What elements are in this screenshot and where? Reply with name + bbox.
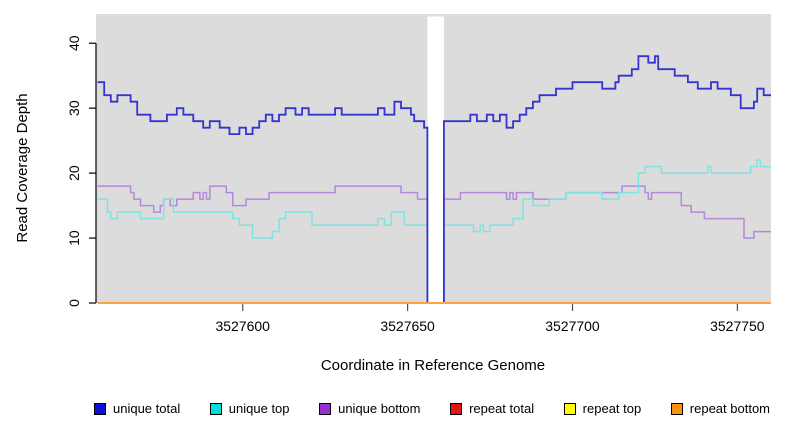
x-axis: 3527600 3527650 3527700 3527750: [215, 304, 765, 334]
series-line-unique-top: [97, 159, 771, 304]
legend-item-repeat-top: repeat top: [563, 401, 642, 416]
y-axis-title: Read Coverage Depth: [14, 93, 31, 242]
legend-item-repeat-bottom: repeat bottom: [670, 401, 770, 416]
legend-label-repeat-top: repeat top: [582, 401, 642, 416]
legend-label-repeat-bottom: repeat bottom: [689, 401, 770, 416]
legend-label-unique-top: unique top: [228, 401, 290, 416]
svg-text:10: 10: [66, 230, 82, 246]
legend-swatch-icon: [670, 403, 683, 415]
legend-swatch-icon: [563, 403, 576, 415]
legend-swatch-icon: [450, 403, 463, 415]
svg-text:3527650: 3527650: [380, 318, 435, 334]
chart-legend: unique total unique top unique bottom re…: [94, 398, 770, 420]
legend-item-unique-top: unique top: [209, 401, 290, 416]
svg-text:3527600: 3527600: [215, 318, 270, 334]
legend-label-unique-total: unique total: [113, 401, 181, 416]
svg-text:3527750: 3527750: [710, 318, 765, 334]
svg-text:30: 30: [66, 100, 82, 116]
legend-swatch-icon: [319, 403, 332, 415]
series-line-unique-total: [97, 55, 771, 304]
svg-text:0: 0: [66, 299, 82, 307]
svg-text:40: 40: [66, 35, 82, 51]
legend-item-unique-total: unique total: [94, 402, 180, 416]
legend-label-unique-bottom: unique bottom: [338, 401, 421, 416]
legend-swatch-icon: [209, 403, 222, 415]
legend-item-unique-bottom: unique bottom: [319, 401, 421, 416]
series-lines: [97, 55, 771, 304]
svg-text:20: 20: [66, 165, 82, 181]
coverage-plot: 0 10 20 30 40 3527600 3527650 3527700 3527750 C…: [14, 14, 771, 374]
y-axis: 0 10 20 30 40: [66, 35, 97, 307]
legend-label-repeat-total: repeat total: [469, 401, 535, 416]
x-axis-title: Coordinate in Reference Genome: [321, 357, 545, 374]
legend-item-repeat-total: repeat total: [450, 402, 534, 416]
svg-text:3527700: 3527700: [545, 318, 600, 334]
coverage-gap-band: [427, 16, 444, 303]
legend-swatch-icon: [94, 403, 106, 415]
